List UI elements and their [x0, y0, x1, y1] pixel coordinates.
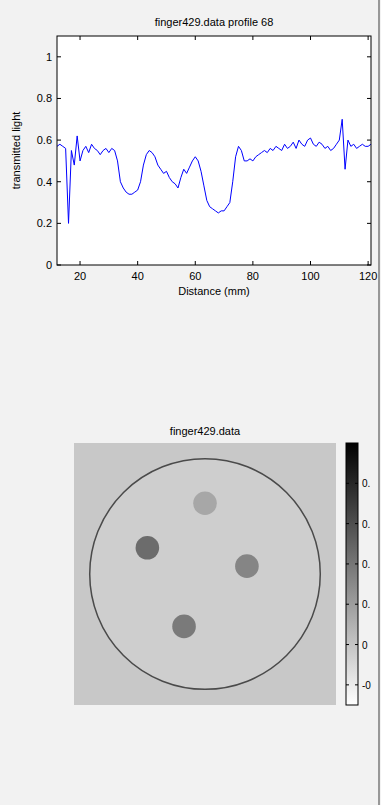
- x-tick: [310, 36, 311, 40]
- y-tick-label: 0.6: [37, 134, 52, 146]
- colorbar-tick-label: 0: [362, 640, 368, 651]
- y-tick-label: 0.4: [37, 176, 52, 188]
- x-tick-label: 40: [132, 270, 144, 282]
- colorbar-tick: [346, 604, 349, 605]
- colorbar-tick: [355, 604, 358, 605]
- y-tick-label: 1: [46, 51, 52, 63]
- image-title: finger429.data: [170, 425, 241, 437]
- plot-frame: [57, 36, 371, 265]
- inclusion: [235, 554, 259, 578]
- colorbar-tick: [355, 644, 358, 645]
- x-tick: [195, 36, 196, 40]
- y-tick-label: 0.2: [37, 217, 52, 229]
- x-tick: [368, 36, 369, 40]
- y-tick: [57, 98, 61, 99]
- chart-title: finger429.data profile 68: [155, 16, 274, 28]
- y-tick: [367, 140, 371, 141]
- y-tick: [367, 98, 371, 99]
- y-tick: [57, 223, 61, 224]
- colorbar-tick-label: 0.: [362, 519, 370, 530]
- colorbar-tick: [355, 684, 358, 685]
- x-tick-label: 20: [74, 270, 86, 282]
- x-axis-title: Distance (mm): [178, 285, 250, 297]
- inclusion: [193, 491, 217, 515]
- phantom-disk: [90, 459, 321, 690]
- panel-divider: [378, 0, 380, 805]
- y-tick-label: 0.8: [37, 92, 52, 104]
- x-tick: [195, 261, 196, 265]
- image-marks: [74, 443, 336, 705]
- colorbar-tick-label: -0: [362, 680, 371, 691]
- figure: finger429.data profile 68204060801001200…: [0, 0, 381, 805]
- colorbar-tick: [355, 483, 358, 484]
- x-tick: [80, 261, 81, 265]
- x-tick: [80, 36, 81, 40]
- x-tick: [310, 261, 311, 265]
- y-tick: [367, 56, 371, 57]
- image-background: [74, 443, 336, 705]
- x-tick: [137, 36, 138, 40]
- x-tick: [252, 36, 253, 40]
- colorbar-tick: [355, 563, 358, 564]
- y-tick: [367, 223, 371, 224]
- y-tick-label: 0: [46, 259, 52, 271]
- x-tick-label: 120: [359, 270, 377, 282]
- x-tick: [252, 261, 253, 265]
- plot-area: [57, 36, 371, 265]
- x-tick-label: 100: [301, 270, 319, 282]
- colorbar-tick: [346, 684, 349, 685]
- inclusion: [172, 615, 196, 639]
- y-tick: [367, 181, 371, 182]
- colorbar-tick-label: 0.: [362, 559, 370, 570]
- x-tick: [137, 261, 138, 265]
- colorbar-tick: [346, 563, 349, 564]
- x-tick-label: 80: [247, 270, 259, 282]
- profile-line: [57, 119, 371, 223]
- colorbar: [346, 443, 358, 705]
- colorbar-tick: [355, 523, 358, 524]
- colorbar-tick-label: 0.: [362, 478, 370, 489]
- y-axis-title: transmitted light: [10, 112, 22, 190]
- x-tick: [368, 261, 369, 265]
- x-tick-label: 60: [189, 270, 201, 282]
- y-tick: [57, 181, 61, 182]
- plot-marks: [57, 119, 371, 223]
- y-tick: [57, 56, 61, 57]
- colorbar-tick-label: 0.: [362, 599, 370, 610]
- colorbar-tick: [346, 644, 349, 645]
- y-tick: [57, 140, 61, 141]
- colorbar-tick: [346, 483, 349, 484]
- inclusion: [136, 536, 160, 560]
- colorbar-tick: [346, 523, 349, 524]
